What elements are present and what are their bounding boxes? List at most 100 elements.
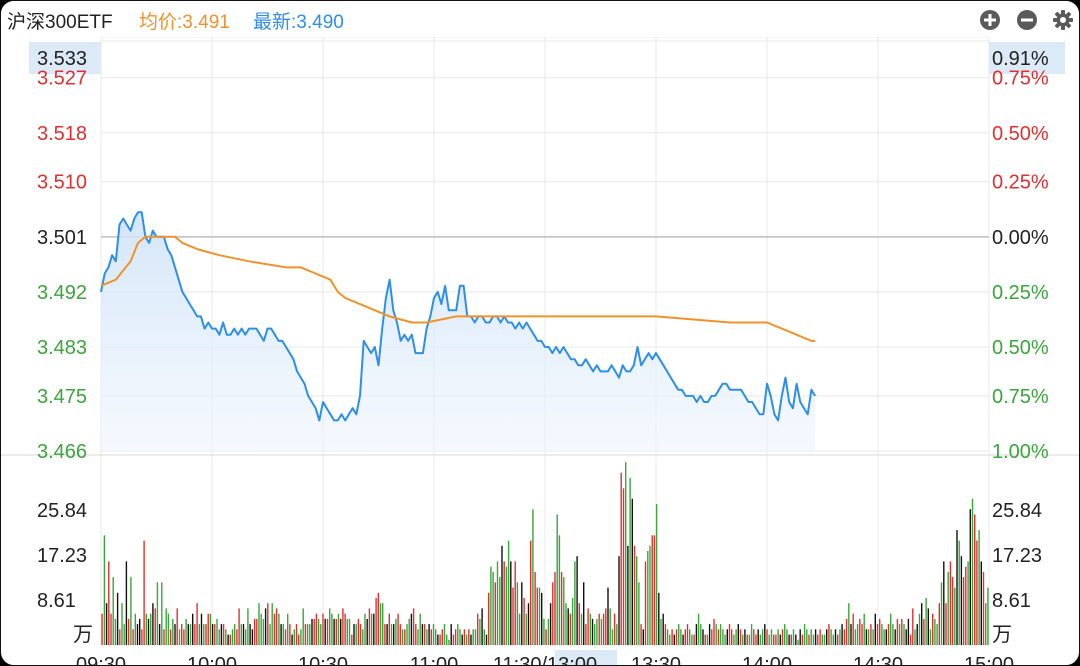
volume-bar (845, 618, 848, 645)
volume-bar (461, 634, 463, 645)
volume-bar (331, 613, 333, 645)
volume-bar (479, 618, 481, 645)
volume-bar (351, 634, 353, 645)
volume-bar (366, 618, 368, 645)
volume-bar (563, 577, 565, 645)
volume-bar (722, 629, 724, 645)
volume-bar (549, 603, 552, 645)
volume-bar (249, 624, 251, 645)
volume-bar (969, 509, 971, 645)
volume-bar (534, 571, 536, 645)
volume-bar (949, 561, 952, 645)
volume-bar (514, 561, 516, 645)
volume-bar (161, 582, 163, 645)
volume-bar (103, 535, 106, 645)
volume-bar (797, 639, 799, 645)
volume-bar (671, 629, 673, 645)
volume-bar (627, 545, 629, 645)
volume-bar (850, 624, 852, 645)
volume-bar (965, 566, 967, 645)
volume-bar (477, 613, 479, 645)
volume-bar (589, 613, 591, 645)
volume-bar (147, 618, 150, 645)
volume-bar (505, 566, 508, 645)
volume-bar (728, 624, 731, 645)
volume-bar (132, 629, 134, 645)
volume-bar (903, 624, 905, 645)
volume-bar (629, 477, 631, 645)
volume-bar (856, 624, 859, 645)
volume-bar (596, 618, 598, 645)
volume-bar (675, 629, 678, 645)
volume-bar (664, 624, 667, 645)
volume-bar (293, 629, 295, 645)
volume-bar (625, 462, 627, 645)
volume-bar (273, 613, 276, 645)
plus-circle-icon[interactable] (979, 9, 1001, 31)
volume-bar (748, 634, 751, 645)
volume-bar (306, 624, 309, 645)
svg-text:09:30: 09:30 (76, 654, 126, 665)
volume-bar (313, 618, 315, 645)
volume-bar (620, 472, 622, 645)
right-percent-tick: 0.00% (992, 227, 1049, 249)
volume-bar (251, 629, 254, 645)
volume-bar (660, 618, 662, 645)
volume-bar (784, 624, 786, 645)
volume-bar (801, 634, 804, 645)
volume-bar (883, 629, 885, 645)
svg-text:10:00: 10:00 (187, 654, 237, 665)
volume-bar (329, 608, 331, 645)
volume-bar (691, 634, 693, 645)
volume-bar (538, 587, 541, 645)
volume-bar (247, 608, 249, 645)
volume-bar (744, 629, 746, 645)
volume-bar (987, 587, 989, 645)
volume-bar (980, 561, 982, 645)
volume-bar (616, 624, 618, 645)
volume-bar (912, 608, 914, 645)
volume-bar (812, 634, 815, 645)
svg-text:11:00: 11:00 (410, 654, 459, 665)
volume-bar (245, 629, 247, 645)
volume-bar (375, 598, 377, 645)
volume-bar (125, 561, 128, 645)
volume-bar (457, 624, 459, 645)
volume-bar (678, 624, 680, 645)
volume-bar (196, 603, 198, 645)
volume-bar (386, 624, 388, 645)
volume-bar (470, 634, 472, 645)
volume-bar (839, 629, 841, 645)
volume-bar (611, 629, 614, 645)
volume-bar (753, 629, 755, 645)
volume-bar (583, 582, 585, 645)
volume-bar (530, 540, 532, 645)
volume-bar (578, 603, 580, 645)
volume-bar (580, 613, 583, 645)
volume-bar (218, 629, 220, 645)
gear-icon[interactable] (1052, 9, 1074, 31)
volume-bar (923, 618, 925, 645)
volume-bar (503, 561, 505, 645)
volume-bar (541, 592, 543, 645)
volume-bar (697, 613, 700, 645)
volume-bar (982, 571, 985, 645)
volume-bar (706, 634, 709, 645)
volume-bar (516, 582, 519, 645)
volume-bar (309, 624, 311, 645)
volume-bar (472, 629, 474, 645)
volume-bar (459, 629, 461, 645)
volume-bar (735, 629, 737, 645)
volume-bar (240, 624, 242, 645)
volume-bar (527, 603, 530, 645)
volume-bar (929, 629, 932, 645)
x-axis-tick: 10:30 (298, 654, 348, 665)
volume-bar (704, 634, 706, 645)
volume-bar (397, 613, 399, 645)
volume-bar (655, 504, 658, 645)
volume-bar (499, 577, 501, 645)
volume-bar (682, 634, 684, 645)
right-percent-tick: 0.75% (992, 386, 1049, 408)
minus-circle-icon[interactable] (1016, 9, 1038, 31)
volume-bar (353, 624, 355, 645)
